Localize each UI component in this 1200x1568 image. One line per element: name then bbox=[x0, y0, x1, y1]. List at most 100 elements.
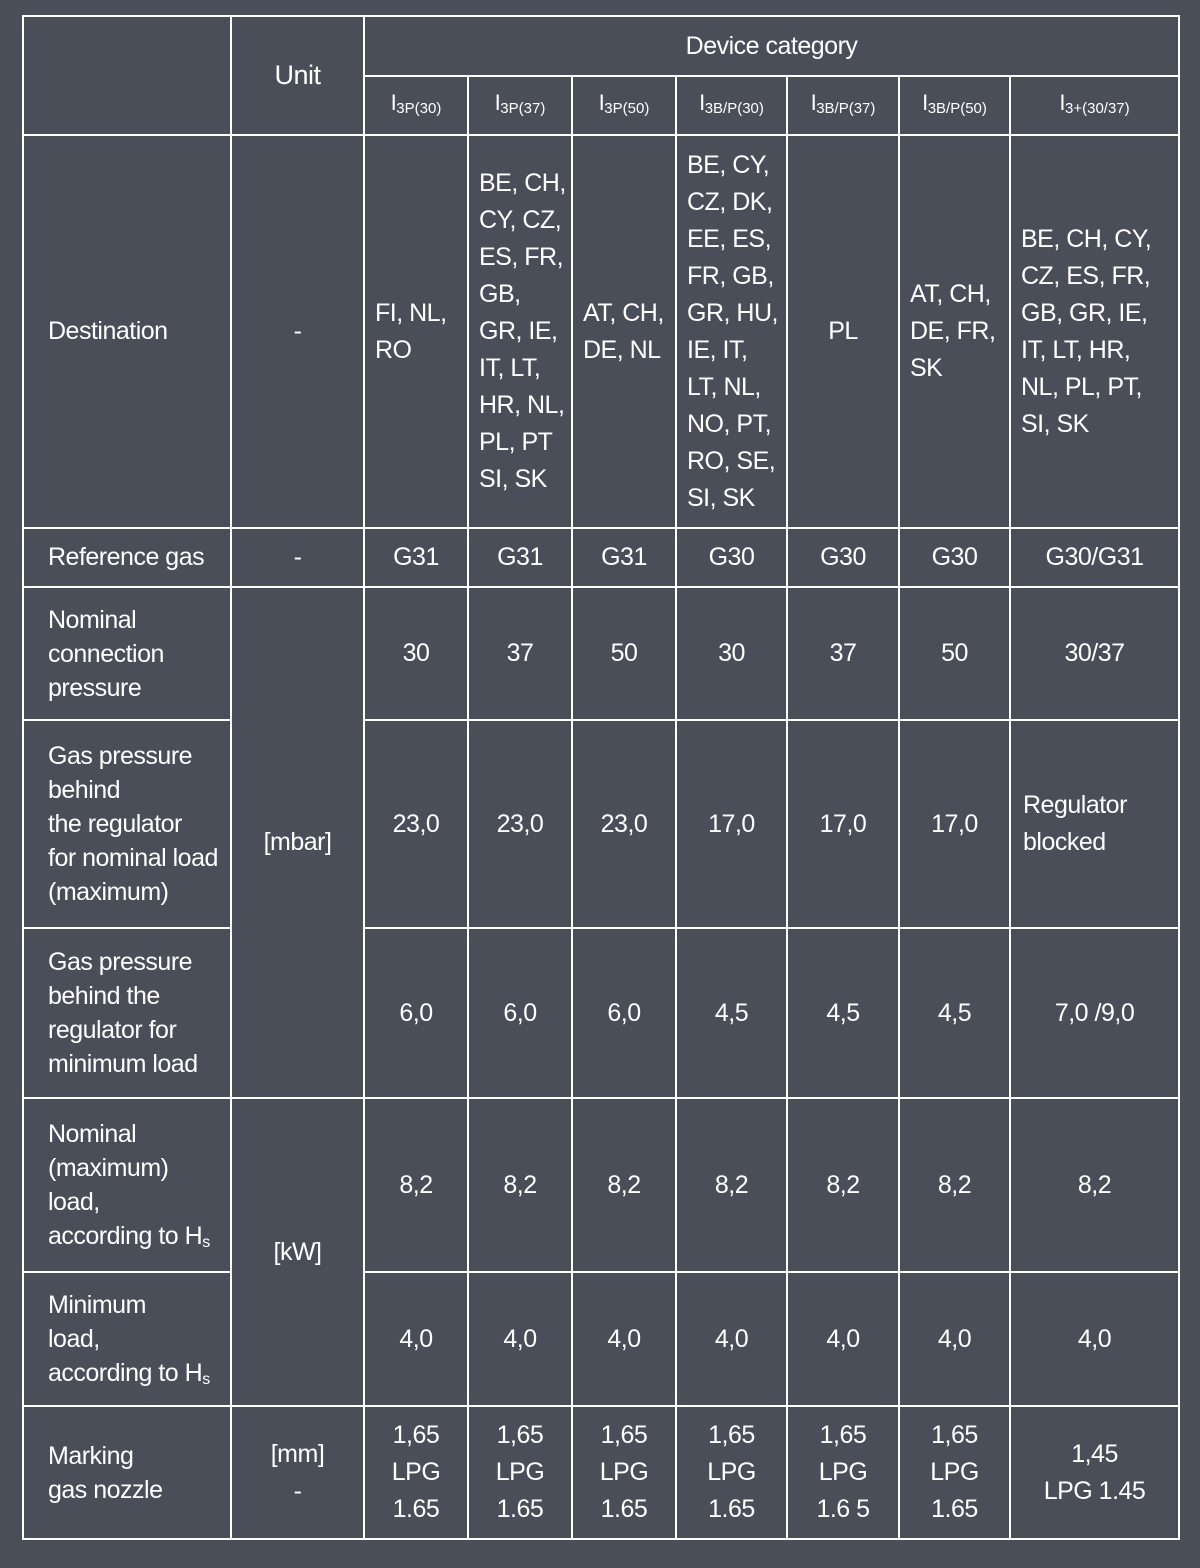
nozzle-value-line: LPG bbox=[818, 1458, 868, 1486]
nozzle-value-line: 1.6 5 bbox=[816, 1495, 870, 1523]
destination-line: PL, PT bbox=[479, 428, 553, 456]
category-main: I bbox=[494, 90, 501, 115]
pressure-minimum-cell: 6,0 bbox=[467, 927, 573, 1099]
destination-line: ES, FR, bbox=[479, 243, 564, 271]
nominal-load-cell: 8,2 bbox=[363, 1097, 469, 1273]
nozzle-value-line: 1,65 bbox=[931, 1421, 978, 1449]
connection-pressure-cell: 50 bbox=[571, 586, 677, 721]
nozzle-cell: 1,65 LPG 1.65 bbox=[363, 1405, 469, 1540]
destination-line: IT, LT, HR, bbox=[1021, 335, 1131, 364]
pressure-nominal-cell: 23,0 bbox=[467, 719, 573, 929]
pressure-minimum-load-label: Gas pressure behind the regulator for minim… bbox=[22, 927, 232, 1099]
category-cell: I3B/P(37) bbox=[786, 75, 900, 136]
pressure-minimum-cell: 4,5 bbox=[675, 927, 788, 1099]
destination-cell: BE, CY, CZ, DK, EE, ES, FR, GB, GR, HU, IE, I… bbox=[675, 134, 788, 529]
category-cell: I3P(50) bbox=[571, 75, 677, 136]
category-cell: I3P(30) bbox=[363, 75, 469, 136]
nozzle-value-line: LPG bbox=[495, 1458, 545, 1486]
destination-line: SK bbox=[910, 354, 943, 382]
category-main: I bbox=[1059, 90, 1066, 115]
gas-category-table: Unit Device category I3P(30) I3P(37) I3P(5… bbox=[22, 15, 1181, 1540]
pressure-nominal-load-row: Gas pressure behind the regulator for nomin… bbox=[22, 719, 1181, 929]
pressure-minimum-load-row: Gas pressure behind the regulator for minim… bbox=[22, 927, 1181, 1099]
nozzle-cell: 1,65 LPG 1.65 bbox=[675, 1405, 788, 1540]
destination-line: FR, GB, bbox=[687, 261, 774, 290]
nozzle-value-line: 1,65 bbox=[496, 1421, 544, 1449]
reference-gas-unit: - bbox=[230, 527, 365, 588]
category-sub: 3B/P(50) bbox=[927, 100, 987, 117]
destination-line: GR, HU, bbox=[687, 298, 778, 327]
pressure-nominal-cell: 17,0 bbox=[786, 719, 900, 929]
pnl-label-line: behind bbox=[48, 776, 121, 804]
minimum-load-cell: 4,0 bbox=[898, 1271, 1011, 1407]
nl-label-line: Nominal bbox=[48, 1120, 137, 1148]
category-main: I bbox=[810, 90, 817, 115]
ml-label-subscript: s bbox=[202, 1371, 210, 1388]
destination-line: BE, CH, CY, bbox=[1021, 224, 1152, 253]
destination-line: GB, bbox=[479, 280, 521, 308]
destination-label: Destination bbox=[22, 134, 232, 529]
regulator-blocked-line: Regulator bbox=[1023, 791, 1127, 819]
nozzle-row: Marking gas nozzle [mm] - 1,65 LPG 1.65 1,65 L… bbox=[22, 1405, 1181, 1540]
destination-cell: FI, NL, RO bbox=[363, 134, 469, 529]
pml-label-line: minimum load bbox=[48, 1050, 198, 1078]
minimum-load-cell: 4,0 bbox=[1008, 1271, 1181, 1407]
destination-unit: - bbox=[230, 134, 365, 529]
nozzle-value-line: 1.65 bbox=[496, 1495, 544, 1523]
nominal-load-label: Nominal (maximum) load, according to Hs bbox=[22, 1097, 232, 1273]
category-main: I bbox=[699, 90, 705, 115]
nominal-load-cell: 8,2 bbox=[1008, 1097, 1181, 1273]
nozzle-cell: 1,65 LPG 1.65 bbox=[898, 1405, 1011, 1540]
pml-label-line: behind the bbox=[48, 982, 160, 1010]
reference-gas-cell: G30/G31 bbox=[1008, 527, 1181, 588]
kw-unit: [kW] bbox=[230, 1097, 365, 1407]
destination-line: CZ, DK, bbox=[687, 187, 773, 216]
destination-line: IE, IT, bbox=[687, 335, 748, 364]
nominal-load-cell: 8,2 bbox=[675, 1097, 788, 1273]
nozzle-label-line: gas nozzle bbox=[48, 1475, 163, 1504]
minimum-load-cell: 4,0 bbox=[467, 1271, 573, 1407]
ncp-label-line: connection bbox=[48, 639, 164, 668]
category-sub: 3+(30/37) bbox=[1065, 100, 1130, 117]
pnl-label-line: the regulator bbox=[48, 810, 182, 838]
connection-pressure-cell: 30 bbox=[675, 586, 788, 721]
reference-gas-label: Reference gas bbox=[22, 527, 232, 588]
destination-line: FI, NL, bbox=[375, 298, 447, 327]
nozzle-value-line: 1,65 bbox=[708, 1421, 755, 1449]
pressure-minimum-cell: 6,0 bbox=[363, 927, 469, 1099]
nozzle-value-line: 1,65 bbox=[600, 1421, 648, 1449]
destination-line: NL, PL, PT, bbox=[1021, 372, 1142, 401]
category-sub: 3B/P(37) bbox=[816, 100, 876, 117]
destination-line: SI, SK bbox=[479, 465, 547, 493]
nominal-connection-pressure-label: Nominal connection pressure bbox=[22, 586, 232, 721]
category-sub: 3P(30) bbox=[396, 100, 442, 117]
pnl-label-line: Gas pressure bbox=[48, 742, 193, 770]
pml-label-line: regulator for bbox=[48, 1016, 177, 1044]
destination-line: AT, CH, bbox=[583, 298, 664, 327]
regulator-blocked-cell: Regulator blocked bbox=[1008, 719, 1181, 929]
category-main: I bbox=[390, 90, 397, 115]
connection-pressure-cell: 30 bbox=[363, 586, 469, 721]
pressure-minimum-cell: 6,0 bbox=[571, 927, 677, 1099]
nozzle-value-line: 1.65 bbox=[708, 1495, 755, 1523]
category-row: I3P(30) I3P(37) I3P(50) I3B/P(30) I3B/P(37) I… bbox=[23, 75, 1181, 136]
nozzle-value-line: 1,65 bbox=[819, 1421, 867, 1449]
connection-pressure-cell: 50 bbox=[898, 586, 1011, 721]
ncp-label-line: Nominal bbox=[48, 605, 137, 634]
connection-pressure-cell: 37 bbox=[786, 586, 900, 721]
pressure-minimum-cell: 7,0 /9,0 bbox=[1008, 927, 1181, 1099]
destination-cell: PL bbox=[786, 134, 900, 529]
destination-cell: AT, CH, DE, FR, SK bbox=[898, 134, 1011, 529]
category-sub: 3P(50) bbox=[604, 100, 650, 117]
reference-gas-cell: G31 bbox=[467, 527, 573, 588]
minimum-load-cell: 4,0 bbox=[363, 1271, 469, 1407]
ncp-label-line: pressure bbox=[48, 673, 142, 702]
nominal-load-cell: 8,2 bbox=[786, 1097, 900, 1273]
nozzle-label: Marking gas nozzle bbox=[22, 1405, 232, 1540]
destination-cell: AT, CH, DE, NL bbox=[571, 134, 677, 529]
ml-label-line: Minimum bbox=[48, 1291, 146, 1319]
nl-label-line: load, bbox=[48, 1188, 100, 1216]
destination-line: GB, GR, IE, bbox=[1021, 298, 1148, 327]
destination-line: BE, CH, bbox=[479, 169, 566, 197]
destination-line: CZ, ES, FR, bbox=[1021, 261, 1151, 290]
